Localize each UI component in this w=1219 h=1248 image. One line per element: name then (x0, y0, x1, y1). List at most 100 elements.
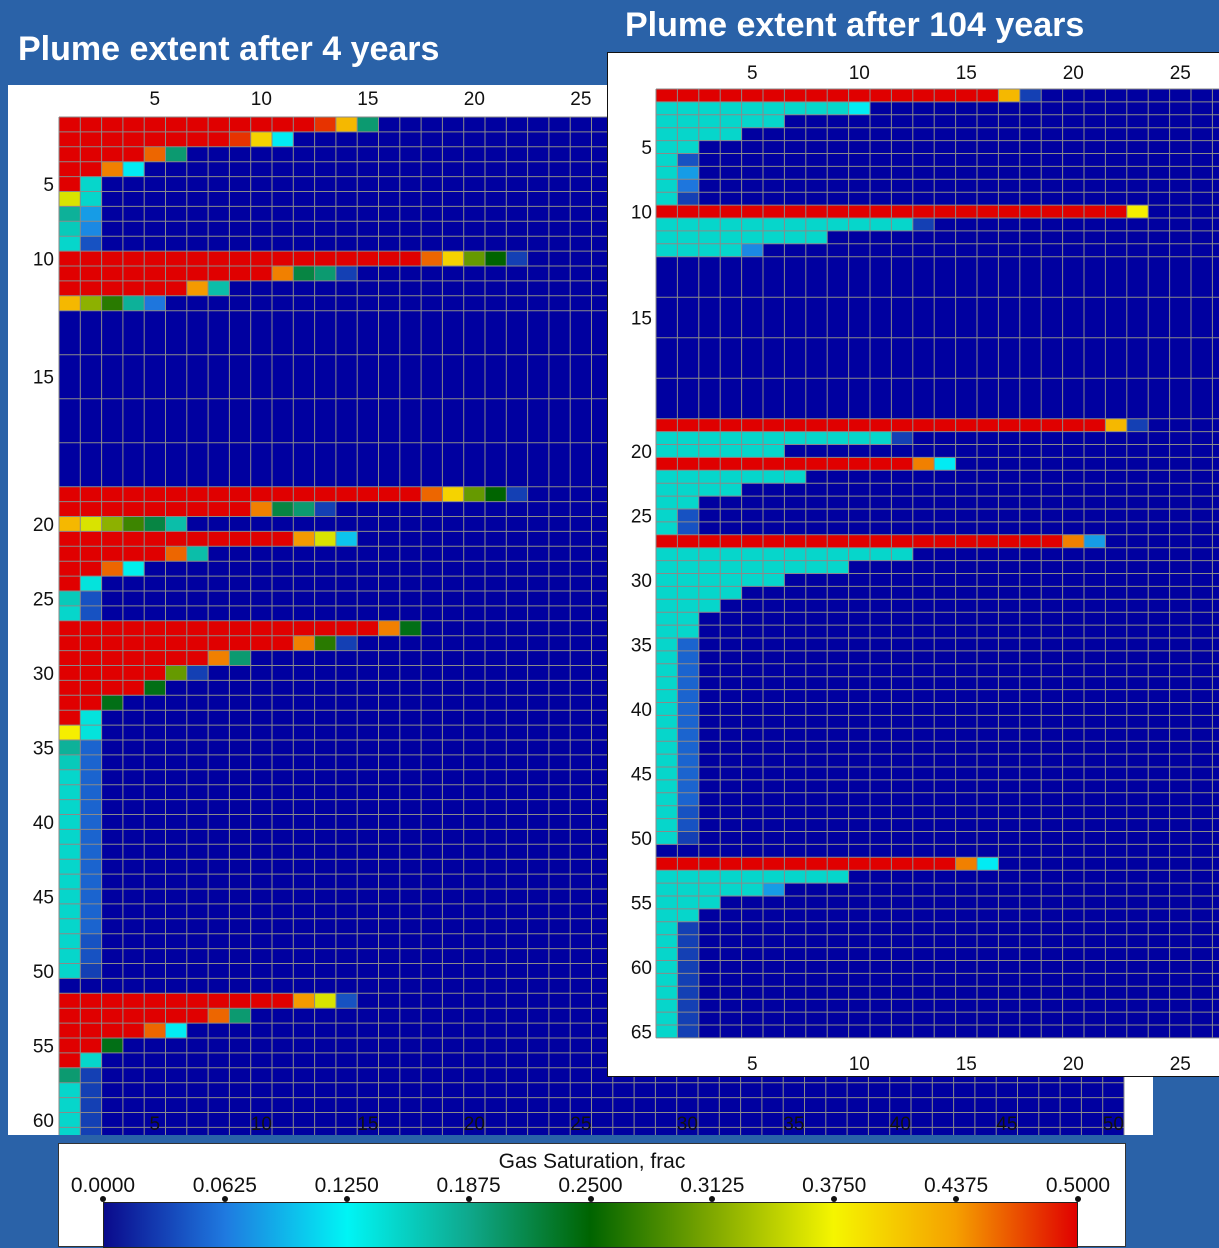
heatmap-row-bg (656, 728, 1219, 742)
x-tick-label-top: 20 (1063, 63, 1084, 84)
heatmap-cell (656, 230, 678, 244)
heatmap-cell (1019, 205, 1042, 218)
heatmap-cell (677, 973, 699, 987)
heatmap-cell (698, 599, 721, 613)
heatmap-cell (80, 948, 102, 964)
x-tick-label-bottom: 10 (849, 1054, 870, 1075)
heatmap-cell (59, 1052, 81, 1068)
heatmap-cell (763, 547, 785, 561)
heatmap-cell (677, 205, 699, 218)
heatmap-cell (656, 470, 678, 484)
heatmap-cell (977, 534, 999, 548)
heatmap-cell (827, 457, 849, 471)
heatmap-row-bg (656, 153, 1219, 167)
heatmap-cell (656, 754, 678, 767)
heatmap-cell (656, 805, 678, 819)
heatmap-cell (122, 531, 145, 547)
heatmap-cell (165, 266, 187, 281)
heatmap-cell (912, 89, 935, 102)
heatmap-cell (677, 612, 699, 626)
heatmap-cell (229, 501, 251, 517)
heatmap-cell (677, 230, 699, 244)
heatmap-cell (870, 457, 892, 471)
heatmap-row-bg (656, 378, 1219, 419)
heatmap-cell (229, 650, 251, 666)
colorbar-tick-marker (343, 1196, 350, 1202)
heatmap-cell (101, 993, 123, 1009)
heatmap-cell (250, 486, 272, 502)
heatmap-cell (186, 131, 209, 147)
heatmap-row-bg (656, 702, 1219, 716)
heatmap-cell (272, 117, 294, 132)
heatmap-cell (314, 531, 336, 547)
heatmap-cell (272, 635, 294, 651)
heatmap-cell (314, 251, 336, 266)
heatmap-cell (80, 754, 102, 770)
heatmap-row-bg (656, 521, 1219, 535)
heatmap-cell (677, 896, 699, 909)
heatmap-cell (208, 531, 230, 547)
heatmap-cell (656, 612, 678, 626)
heatmap-cell (59, 680, 81, 696)
heatmap-cell (208, 266, 230, 281)
colorbar-tick-label: 0.4375 (924, 1174, 989, 1197)
heatmap-cell (122, 117, 145, 132)
heatmap-cell (656, 179, 678, 193)
heatmap-cell (59, 1067, 81, 1083)
y-tick-label: 60 (631, 958, 652, 979)
heatmap-cell (870, 205, 892, 218)
heatmap-cell (80, 251, 102, 266)
x-tick-label-bottom: 25 (1170, 1054, 1191, 1075)
heatmap-cell (656, 418, 678, 432)
heatmap-cell (59, 176, 81, 192)
heatmap-cell (677, 457, 699, 471)
heatmap-cell (314, 266, 336, 281)
heatmap-cell (891, 89, 913, 102)
heatmap-cell (977, 418, 999, 432)
heatmap-cell (805, 89, 828, 102)
heatmap-cell (335, 251, 358, 266)
heatmap-row-bg (656, 908, 1219, 922)
heatmap-cell (763, 560, 785, 574)
heatmap-cell (891, 218, 913, 231)
heatmap-cell (677, 599, 699, 613)
heatmap-cell (101, 531, 123, 547)
heatmap-row-bg (656, 676, 1219, 690)
heatmap-cell (80, 591, 102, 606)
heatmap-cell (677, 560, 699, 574)
heatmap-cell (80, 769, 102, 785)
heatmap-cell (101, 635, 123, 651)
heatmap-cell (250, 266, 272, 281)
heatmap-cell (934, 205, 956, 218)
heatmap-cell (101, 117, 123, 132)
heatmap-cell (122, 1008, 145, 1024)
heatmap-cell (656, 218, 678, 231)
heatmap-cell (698, 230, 721, 244)
heatmap-cell (59, 993, 81, 1009)
right-chart-title: Plume extent after 104 years (625, 6, 1085, 44)
colorbar-tick-marker (709, 1196, 716, 1202)
heatmap-cell (208, 280, 230, 296)
heatmap-cell (848, 547, 870, 561)
heatmap-row-bg (656, 663, 1219, 677)
heatmap-cell (186, 501, 209, 517)
heatmap-cell (101, 266, 123, 281)
heatmap-cell (656, 638, 678, 651)
heatmap-cell (80, 561, 102, 577)
heatmap-cell (335, 531, 358, 547)
heatmap-cell (848, 857, 870, 871)
heatmap-cell (677, 140, 699, 154)
heatmap-cell (656, 586, 678, 600)
heatmap-cell (122, 501, 145, 517)
heatmap-cell (421, 251, 443, 266)
colorbar-tick-marker (1075, 1196, 1081, 1202)
heatmap-cell (229, 486, 251, 502)
heatmap-cell (677, 947, 699, 961)
heatmap-cell (656, 1025, 678, 1038)
heatmap-cell (677, 444, 699, 458)
heatmap-cell (677, 483, 699, 497)
heatmap-cell (677, 470, 699, 484)
heatmap-cell (763, 457, 785, 471)
heatmap-cell (698, 573, 721, 587)
heatmap-cell (59, 206, 81, 222)
